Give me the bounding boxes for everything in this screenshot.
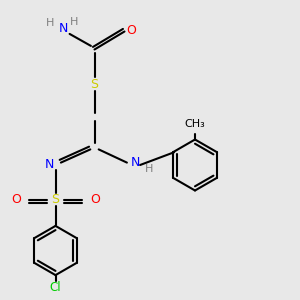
Text: N: N: [58, 22, 68, 35]
Text: H: H: [145, 164, 153, 174]
Text: Cl: Cl: [50, 281, 61, 294]
Text: S: S: [91, 77, 98, 91]
Text: N: N: [130, 155, 140, 169]
Text: O: O: [11, 193, 21, 206]
Text: N: N: [45, 158, 54, 172]
Text: H: H: [46, 18, 55, 28]
Text: S: S: [52, 193, 59, 206]
Text: O: O: [126, 23, 136, 37]
Text: CH₃: CH₃: [184, 119, 206, 129]
Text: H: H: [70, 17, 79, 27]
Text: O: O: [90, 193, 100, 206]
